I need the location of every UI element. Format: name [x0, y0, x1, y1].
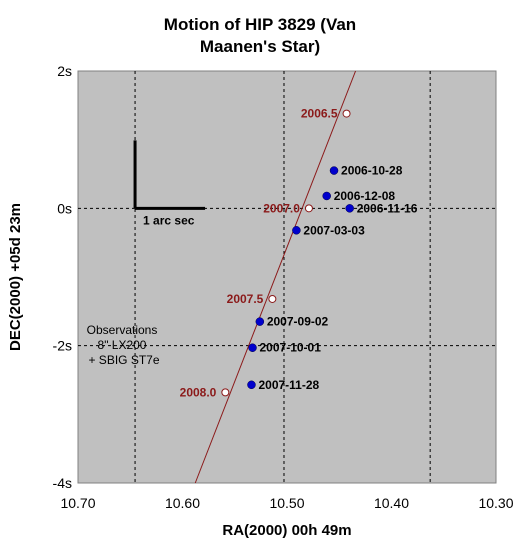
epoch-label: 2007.0: [263, 201, 300, 215]
observation-point: [248, 343, 257, 352]
x-tick-label: 10.30: [478, 495, 513, 511]
observation-point: [345, 204, 354, 213]
observation-label: 2007-11-28: [258, 378, 319, 392]
note-line: 8" LX200: [98, 338, 147, 352]
x-tick-label: 10.50: [269, 495, 304, 511]
plot-area: [77, 70, 497, 484]
observation-label: 2007-03-03: [303, 223, 365, 237]
epoch-marker: [268, 294, 277, 303]
x-tick-label: 10.70: [60, 495, 95, 511]
x-tick-label: 10.40: [374, 495, 409, 511]
epoch-label: 2008.0: [180, 385, 217, 399]
observation-point: [247, 380, 256, 390]
observation-point: [322, 191, 331, 201]
observation-point: [329, 166, 339, 175]
epoch-label: 2007.5: [227, 292, 264, 306]
observation-point: [255, 317, 265, 326]
observation-point: [292, 226, 301, 235]
x-axis-title: RA(2000) 00h 49m: [222, 522, 351, 539]
tick-labels: 10.70 10.60 10.50 10.40 10.30 2s 0s -2s -4s: [53, 63, 514, 511]
observation-label: 2007-09-02: [267, 315, 329, 329]
y-tick-label: 2s: [57, 63, 72, 79]
chart-title-line-1: Motion of HIP 3829 (Van: [164, 15, 356, 34]
y-axis-title: DEC(2000) +05d 23m: [7, 203, 24, 351]
epoch-marker: [221, 388, 230, 397]
y-tick-label: -4s: [53, 475, 72, 491]
observation-label: 2006-10-28: [341, 164, 403, 178]
epoch-marker: [342, 109, 351, 118]
proper-motion-track: [194, 70, 357, 484]
note-line: Observations: [87, 323, 158, 337]
epoch-marker: [304, 204, 313, 213]
y-tick-label: 0s: [57, 200, 72, 216]
observation-label: 2006-12-08: [334, 189, 396, 203]
epoch-label: 2006.5: [301, 107, 338, 121]
observation-label: 2007-10-01: [260, 341, 322, 355]
chart-title-line-2: Maanen's Star): [200, 37, 320, 56]
scale-bar-label: 1 arc sec: [143, 213, 195, 227]
grid-lines: [78, 71, 496, 483]
observation-label: 2006-11-16: [357, 201, 418, 215]
scale-bar: 1 arc sec: [133, 140, 206, 227]
y-tick-label: -2s: [53, 338, 72, 354]
x-tick-label: 10.60: [165, 495, 200, 511]
note-line: + SBIG ST7e: [88, 353, 159, 367]
